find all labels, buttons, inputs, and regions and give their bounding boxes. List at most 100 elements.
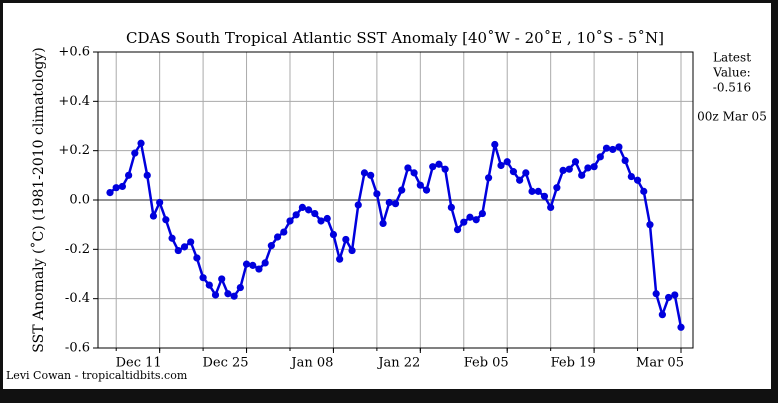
point: [534, 187, 542, 195]
y-axis-label: SST Anomaly (˚C) (1981-2010 climatology): [30, 47, 47, 352]
point: [658, 311, 666, 319]
point: [143, 171, 151, 179]
point: [664, 293, 673, 302]
point: [621, 156, 629, 165]
point: [571, 158, 580, 166]
point: [112, 184, 120, 192]
point: [484, 174, 493, 182]
point: [590, 163, 598, 171]
point: [311, 209, 319, 218]
point: [453, 226, 462, 234]
point: [528, 187, 536, 195]
point: [230, 292, 238, 300]
y-tick-label: -0.2: [65, 242, 90, 257]
point: [547, 203, 555, 211]
point: [305, 206, 313, 214]
point: [342, 235, 350, 244]
y-tick-label: +0.4: [58, 94, 90, 109]
point: [398, 186, 406, 194]
point: [218, 275, 226, 283]
point: [633, 176, 642, 184]
point: [193, 254, 201, 262]
y-tick-label: -0.6: [65, 341, 90, 356]
point: [596, 153, 604, 161]
point: [565, 165, 573, 173]
point: [323, 214, 331, 223]
x-tick-label: Dec 25: [203, 356, 249, 371]
point: [125, 171, 133, 179]
point: [497, 161, 505, 170]
time-label: 00z Mar 05: [697, 110, 767, 124]
point: [280, 228, 288, 236]
point: [236, 283, 244, 292]
point: [677, 323, 685, 331]
chart-title: CDAS South Tropical Atlantic SST Anomaly…: [126, 29, 664, 47]
point: [118, 182, 127, 191]
point: [261, 259, 269, 267]
point: [627, 172, 635, 181]
point: [162, 216, 170, 224]
point: [516, 176, 524, 184]
point: [559, 166, 567, 174]
point: [379, 219, 387, 228]
point: [255, 265, 263, 273]
point: [273, 233, 282, 241]
point: [168, 234, 176, 242]
point: [460, 218, 468, 226]
point: [149, 212, 158, 220]
y-tick-label: +0.6: [58, 45, 90, 60]
point: [174, 246, 182, 255]
point: [640, 187, 648, 195]
x-tick-label: Jan 22: [376, 356, 420, 371]
point: [652, 290, 660, 298]
point: [584, 164, 592, 172]
point: [540, 192, 549, 200]
x-tick-label: Dec 11: [116, 356, 162, 371]
point: [385, 198, 393, 207]
point: [404, 164, 412, 172]
point: [646, 221, 654, 229]
point: [441, 165, 449, 173]
x-tick-label: Mar 05: [636, 356, 684, 371]
point: [298, 203, 307, 211]
credit: Levi Cowan - tropicaltidbits.com: [6, 369, 188, 382]
point: [509, 168, 518, 176]
point: [478, 209, 486, 218]
point: [211, 291, 220, 299]
point: [416, 181, 424, 189]
point: [422, 186, 431, 194]
point: [391, 200, 400, 208]
point: [131, 149, 139, 157]
y-tick-label: -0.4: [65, 291, 90, 306]
point: [435, 160, 443, 168]
point: [156, 198, 164, 207]
x-tick-label: Feb 19: [551, 356, 596, 371]
point: [348, 246, 356, 255]
point: [609, 145, 617, 154]
point: [447, 203, 455, 211]
x-tick-label: Jan 08: [289, 356, 333, 371]
point: [360, 169, 369, 177]
point: [354, 201, 362, 209]
point: [292, 211, 300, 219]
point: [242, 260, 251, 268]
x-tick-label: Feb 05: [464, 356, 509, 371]
point: [367, 171, 375, 179]
point: [286, 217, 294, 225]
point: [180, 243, 189, 251]
point: [503, 158, 511, 166]
point: [472, 216, 480, 224]
point: [106, 189, 114, 197]
y-tick-label: +0.2: [58, 143, 90, 158]
point: [336, 255, 344, 263]
plot-border: [97, 51, 694, 349]
point: [205, 281, 213, 289]
point: [267, 242, 275, 250]
point: [671, 291, 679, 299]
point: [317, 217, 325, 225]
point: [522, 169, 530, 177]
latest-value: -0.516: [713, 81, 751, 95]
point: [410, 169, 418, 177]
